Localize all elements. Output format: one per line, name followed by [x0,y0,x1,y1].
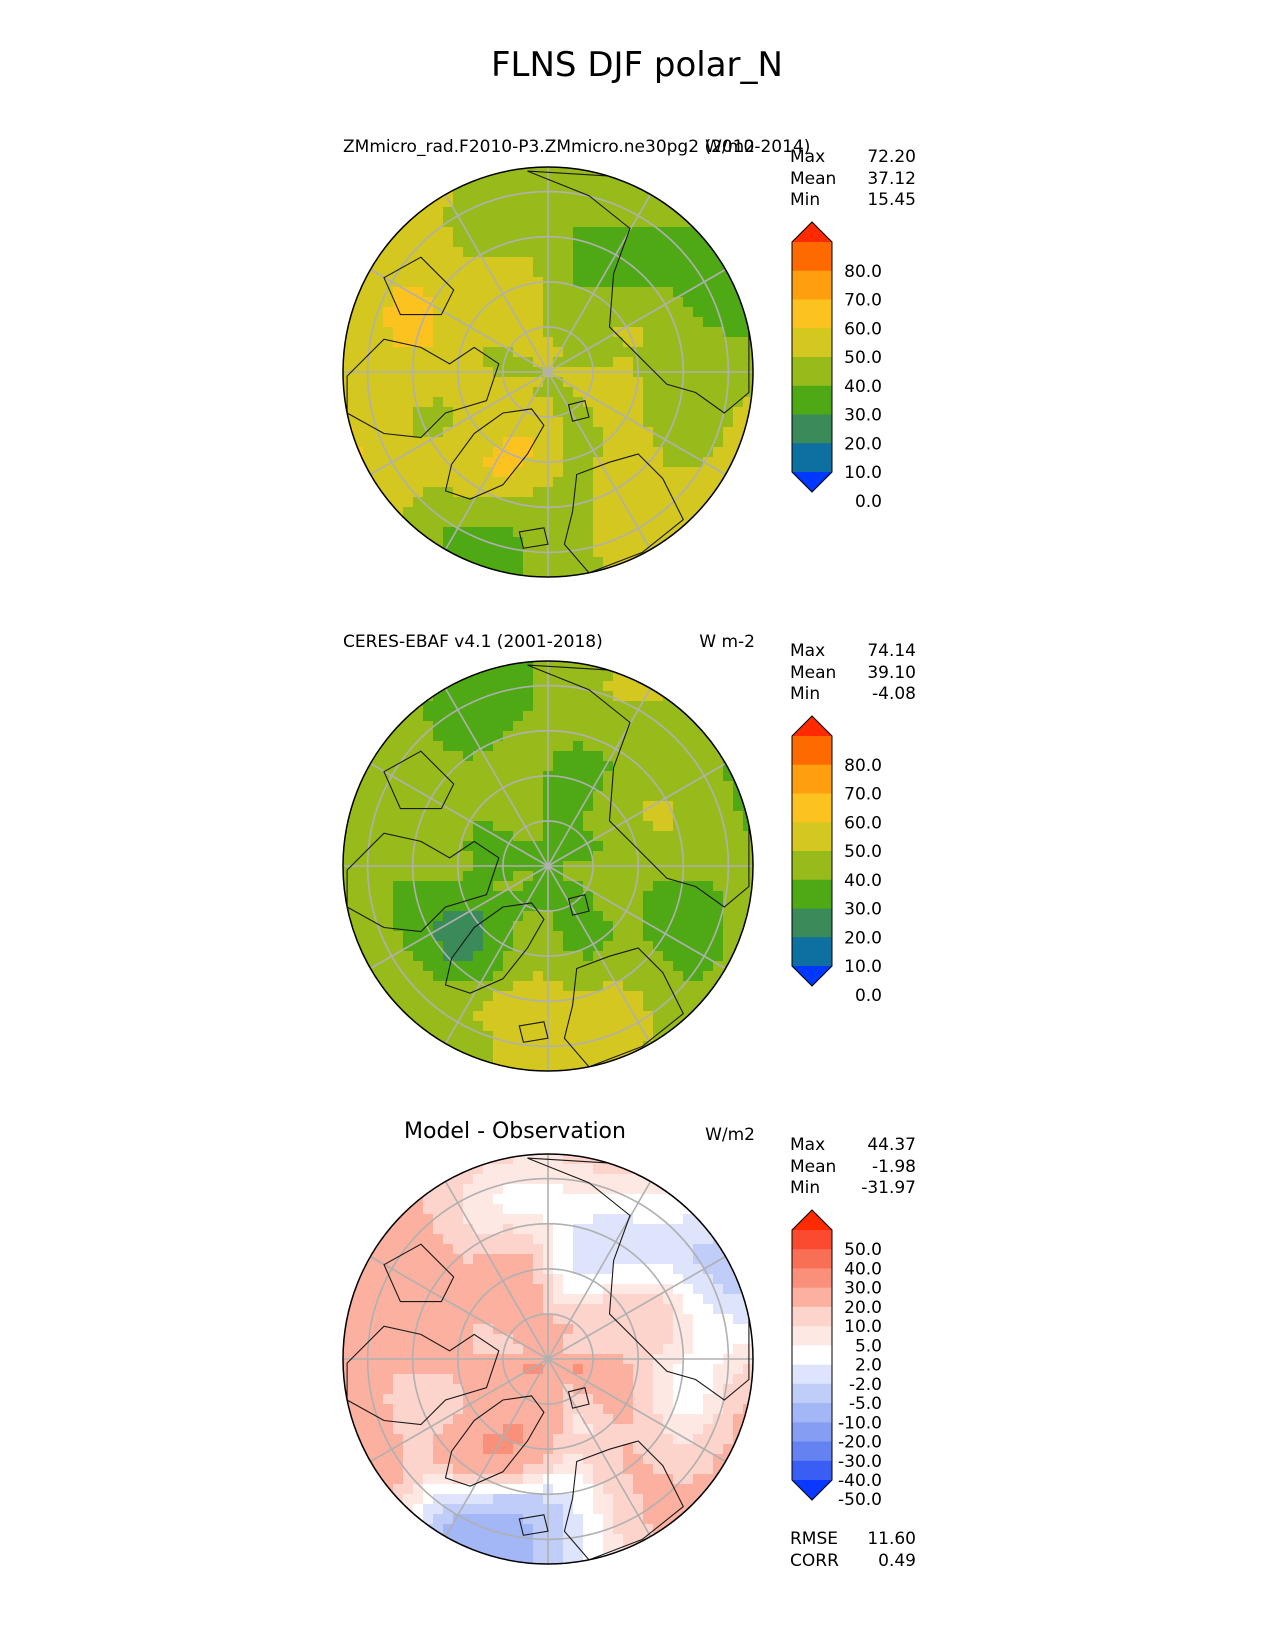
colorbar-tick-label: 80.0 [844,756,882,776]
colorbar-tick-label: 60.0 [844,319,882,339]
colorbar-tick-label: 30.0 [844,406,882,426]
map-boundary [342,660,754,1072]
stat-mean-value: 37.12 [867,169,916,189]
colorbar-tick-label: 40.0 [844,377,882,397]
colorbar-tick-label: -20.0 [838,1433,882,1453]
metric-rmse-value: 11.60 [867,1529,916,1549]
stat-max-value: 44.37 [867,1135,916,1155]
colorbar: 80.0 70.0 60.0 50.0 40.0 30.0 20.0 10.0 0.0 [791,715,882,1006]
graticule [343,661,753,1071]
stat-max-label: Max [790,1135,825,1155]
panel-units: W m-2 [699,632,755,652]
stat-min-label: Min [790,684,820,704]
stat-mean-label: Mean [790,663,836,683]
colorbar-tick-label: 5.0 [855,1336,882,1356]
metric-corr-label: CORR [790,1551,839,1571]
colorbar-tick-label: 40.0 [844,1259,882,1279]
colorbar-tick-label: 70.0 [844,785,882,805]
stat-max-label: Max [790,147,825,167]
colorbar-tick-label: -5.0 [849,1394,882,1414]
metrics-block: RMSE 11.60 CORR 0.49 [790,1529,916,1571]
map-boundary [342,166,754,578]
stats-block: Max 72.20 Mean 37.12 Min 15.45 [790,147,916,210]
panel-title: Model - Observation [404,1119,626,1144]
stat-mean-value: -1.98 [872,1157,916,1177]
graticule [343,1154,753,1564]
colorbar: 80.0 70.0 60.0 50.0 40.0 30.0 20.0 10.0 0.0 [791,221,882,512]
colorbar-tick-label: -10.0 [838,1413,882,1433]
coastlines [346,664,750,1068]
map-boundary [342,1153,754,1565]
colorbar-tick-label: 40.0 [844,871,882,891]
metric-rmse-label: RMSE [790,1529,838,1549]
colorbar-tick-label: 0.0 [855,986,882,1006]
stats-block: Max 44.37 Mean -1.98 Min -31.97 [790,1135,916,1198]
stat-max-label: Max [790,641,825,661]
panel-title: ZMmicro_rad.F2010-P3.ZMmicro.ne30pg2 (20… [343,137,810,157]
panel-difference: Model - Observation W/m2 Max 44.37 Mean … [342,1119,916,1571]
panel-units: W/m2 [705,137,755,157]
stat-min-value: -4.08 [872,684,916,704]
colorbar-tick-label: 60.0 [844,813,882,833]
colorbar-tick-label: 30.0 [844,900,882,920]
colorbar-tick-label: 80.0 [844,262,882,282]
colorbar-tick-label: 0.0 [855,492,882,512]
panel-title: CERES-EBAF v4.1 (2001-2018) [343,632,603,652]
colorbar-tick-label: 20.0 [844,928,882,948]
colorbar-tick-label: 20.0 [844,434,882,454]
stat-min-value: -31.97 [861,1178,916,1198]
colorbar-tick-label: -40.0 [838,1471,882,1491]
panel-units: W/m2 [705,1125,755,1145]
stat-mean-label: Mean [790,169,836,189]
stat-min-value: 15.45 [867,190,916,210]
stat-max-value: 74.14 [867,641,916,661]
panel-model: ZMmicro_rad.F2010-P3.ZMmicro.ne30pg2 (20… [342,137,916,578]
colorbar-tick-label: 10.0 [844,957,882,977]
colorbar-tick-label: 30.0 [844,1279,882,1299]
stat-min-label: Min [790,190,820,210]
colorbar-tick-label: 70.0 [844,291,882,311]
stat-min-label: Min [790,1178,820,1198]
colorbar-tick-label: 2.0 [855,1356,882,1376]
metric-corr-value: 0.49 [878,1551,916,1571]
stat-mean-value: 39.10 [867,663,916,683]
colorbar-tick-label: 10.0 [844,1317,882,1337]
colorbar-tick-label: 10.0 [844,463,882,483]
stat-max-value: 72.20 [867,147,916,167]
colorbar-tick-label: -50.0 [838,1490,882,1510]
colorbar-tick-label: -2.0 [849,1375,882,1395]
colorbar: 50.040.030.020.010.05.02.0-2.0-5.0-10.0-… [791,1209,882,1510]
colorbar-tick-label: 20.0 [844,1298,882,1318]
colorbar-tick-label: 50.0 [844,1240,882,1260]
panel-observation: CERES-EBAF v4.1 (2001-2018) W m-2 Max 74… [342,632,916,1072]
colorbar-tick-label: 50.0 [844,348,882,368]
stat-mean-label: Mean [790,1157,836,1177]
figure-title: FLNS DJF polar_N [491,45,783,85]
colorbar-tick-label: -30.0 [838,1452,882,1472]
stats-block: Max 74.14 Mean 39.10 Min -4.08 [790,641,916,704]
colorbar-tick-label: 50.0 [844,842,882,862]
